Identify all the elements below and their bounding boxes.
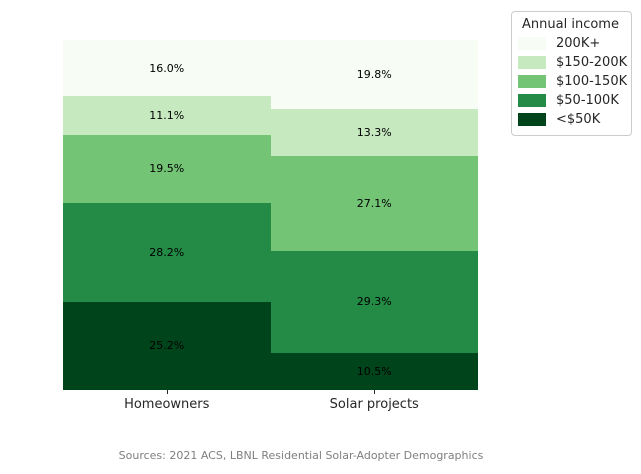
legend-item-150-200k: $150-200K [518, 53, 627, 72]
legend-item-50k: <$50K [518, 110, 623, 129]
legend-title: Annual income [522, 17, 619, 32]
segment-value-label: 27.1% [356, 196, 392, 210]
segment-value-label: 25.2% [149, 339, 185, 353]
legend-swatch [518, 113, 546, 126]
segment-value-label: 19.5% [149, 162, 185, 176]
bar-solar-projects: 19.8% 13.3% 27.1% 29.3% 10.5% [270, 40, 478, 390]
bar-segment-homeowners-50k: 25.2% [63, 301, 271, 390]
bar-segment-solar-projects-150-200k: 13.3% [270, 109, 478, 156]
legend: Annual income 200K+ $150-200K $100-150K $50… [511, 11, 632, 136]
segment-value-label: 16.0% [149, 61, 185, 75]
segment-value-label: 11.1% [149, 108, 185, 122]
bar-segment-solar-projects-100-150k: 27.1% [270, 155, 478, 251]
bar-segment-homeowners-50-100k: 28.2% [63, 203, 271, 302]
legend-swatch [518, 75, 546, 88]
legend-item-label: $150-200K [556, 55, 628, 70]
legend-swatch [518, 37, 546, 50]
segment-value-label: 28.2% [149, 245, 185, 259]
bar-segment-homeowners-200k: 16.0% [63, 40, 271, 96]
legend-item-200k: 200K+ [518, 34, 623, 53]
x-tick [166, 390, 168, 394]
bar-homeowners: 16.0% 11.1% 19.5% 28.2% 25.2% [63, 40, 271, 390]
legend-item-label: 200K+ [556, 36, 601, 51]
plot-area: 16.0% 11.1% 19.5% 28.2% 25.2% 19.8% 13.3% 27.1%… [63, 40, 478, 390]
bar-segment-homeowners-150-200k: 11.1% [63, 96, 271, 135]
segment-value-label: 19.8% [356, 68, 392, 82]
bar-segment-solar-projects-50-100k: 29.3% [270, 250, 478, 354]
legend-item-label: $50-100K [556, 93, 619, 108]
legend-swatch [518, 56, 546, 69]
segment-value-label: 13.3% [356, 126, 392, 140]
legend-items: 200K+ $150-200K $100-150K $50-100K <$50K [518, 34, 627, 129]
x-tick [374, 390, 376, 394]
source-note: Sources: 2021 ACS, LBNL Residential Sola… [118, 449, 484, 462]
bar-segment-homeowners-100-150k: 19.5% [63, 134, 271, 204]
legend-item-label: <$50K [556, 112, 601, 127]
bar-segment-solar-projects-50k: 10.5% [270, 353, 478, 390]
legend-item-50-100k: $50-100K [518, 91, 623, 110]
x-tick-label-homeowners: Homeowners [124, 397, 210, 412]
bar-segment-solar-projects-200k: 19.8% [270, 40, 478, 110]
legend-swatch [518, 94, 546, 107]
x-tick-label-solar-projects: Solar projects [329, 397, 419, 412]
segment-value-label: 29.3% [356, 295, 392, 309]
legend-item-100-150k: $100-150K [518, 72, 627, 91]
legend-item-label: $100-150K [556, 74, 628, 89]
segment-value-label: 10.5% [356, 365, 392, 379]
